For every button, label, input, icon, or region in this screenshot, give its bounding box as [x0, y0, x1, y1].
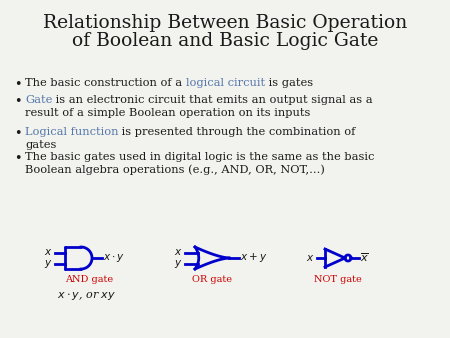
Text: Logical function: Logical function	[25, 127, 118, 137]
Text: The basic construction of a: The basic construction of a	[25, 78, 186, 88]
Text: Gate: Gate	[25, 95, 52, 105]
Text: $x$: $x$	[306, 253, 315, 263]
Text: Boolean algebra operations (e.g., AND, OR, NOT,…): Boolean algebra operations (e.g., AND, O…	[25, 165, 325, 175]
Text: The basic gates used in digital logic is the same as the basic: The basic gates used in digital logic is…	[25, 152, 374, 162]
Text: AND gate: AND gate	[65, 275, 113, 284]
Text: $y$: $y$	[175, 258, 183, 270]
Text: is an electronic circuit that emits an output signal as a: is an electronic circuit that emits an o…	[52, 95, 373, 105]
Text: is presented through the combination of: is presented through the combination of	[118, 127, 356, 137]
Text: $x + y$: $x + y$	[240, 251, 267, 265]
Text: of Boolean and Basic Logic Gate: of Boolean and Basic Logic Gate	[72, 32, 378, 50]
Text: •: •	[14, 152, 22, 165]
Text: •: •	[14, 78, 22, 91]
Text: OR gate: OR gate	[192, 275, 232, 284]
Text: •: •	[14, 127, 22, 140]
Text: $\overline{x}$: $\overline{x}$	[360, 252, 369, 264]
Text: $x \cdot y$: $x \cdot y$	[103, 252, 125, 264]
Text: Relationship Between Basic Operation: Relationship Between Basic Operation	[43, 14, 407, 32]
Text: NOT gate: NOT gate	[314, 275, 362, 284]
Text: $x$: $x$	[175, 247, 183, 257]
Text: result of a simple Boolean operation on its inputs: result of a simple Boolean operation on …	[25, 107, 310, 118]
Text: is gates: is gates	[265, 78, 313, 88]
Text: logical circuit: logical circuit	[186, 78, 265, 88]
Text: •: •	[14, 95, 22, 108]
Text: $x$: $x$	[45, 247, 53, 257]
Text: gates: gates	[25, 140, 56, 149]
Text: $y$: $y$	[45, 258, 53, 270]
Text: $x \cdot y$, or $xy$: $x \cdot y$, or $xy$	[57, 290, 116, 302]
